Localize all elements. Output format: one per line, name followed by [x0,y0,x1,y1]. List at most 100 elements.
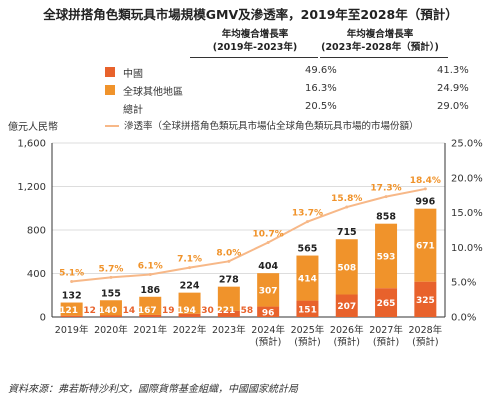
x-tick-label: 2028年 [409,324,443,336]
legend-rate-line [105,125,119,127]
legend-name-total: 總計 [123,105,143,116]
y2-tick-label: 10.0% [451,243,483,254]
bar-china [296,300,319,317]
legend-rest-of-world-cagr1: 16.3% [305,83,337,94]
rate-value-label: 18.4% [410,176,441,186]
x-tick-label: 2020年 [94,324,128,336]
bar-china [375,288,398,317]
total-value-label: 278 [219,275,239,286]
y2-tick-label: 15.0% [451,208,483,219]
china-value-label: 325 [416,296,435,306]
total-value-label: 224 [180,281,200,292]
total-value-label: 186 [140,285,160,296]
legend-rate-label: 滲透率（全球拼搭角色類玩具市場佔全球角色類玩具市場的市場份額） [124,121,419,132]
china-value-label: 96 [262,308,275,318]
legend-col1-header-line2: (2019年-2023年) [212,42,298,53]
total-value-label: 858 [376,212,396,223]
bar-rest-of-world [139,296,162,315]
bar-china [60,315,83,317]
rate-value-label: 7.1% [177,255,202,265]
rest-of-world-value-label: 221 [216,306,235,316]
legend-china-cagr2: 41.3% [437,65,469,76]
y-tick-label: 1,600 [17,139,46,150]
rate-point [227,259,231,263]
rest-of-world-value-label: 140 [99,306,118,316]
bar-rest-of-world [296,255,319,301]
x-tick-label: 2022年 [173,324,207,336]
china-value-label: 14 [123,306,136,316]
legend-col1-header-line1: 年均複合增長率 [221,29,289,40]
y2-tick-label: 25.0% [451,139,483,150]
y-axis-unit-label: 億元人民幣 [8,122,58,133]
bar-rest-of-world [257,273,280,307]
y2-tick-label: 5.0% [451,278,476,289]
china-value-label: 151 [298,305,317,315]
legend-col1-header: 年均複合增長率 (2019年-2023年) [190,28,320,54]
rate-point [188,266,192,270]
x-tick-label: (預計) [334,336,360,348]
x-tick-label: 2025年 [291,324,325,336]
rate-point [345,205,349,209]
rate-point [148,273,152,277]
total-value-label: 404 [258,261,278,272]
bar-rest-of-world [60,302,83,316]
legend-col2-header: 年均複合增長率 (2023年-2028年（預計）) [305,28,455,54]
legend-rest-of-world-cagr2: 24.9% [437,83,469,94]
bar-china [99,315,122,317]
bar-rest-of-world [178,292,201,314]
total-value-label: 155 [101,288,121,299]
legend-swatch-rest-of-world [105,85,115,95]
bar-china [257,306,280,317]
bar-china [178,313,201,317]
x-tick-label: 2021年 [133,324,167,336]
rate-point [70,280,74,284]
x-tick-label: 2019年 [55,324,89,336]
rate-point [384,195,388,199]
bar-china [414,281,437,317]
bar-china [335,294,358,317]
china-value-label: 265 [377,299,396,309]
rate-value-label: 10.7% [253,230,284,240]
rate-value-label: 5.1% [59,269,84,279]
y-tick-label: 400 [27,269,46,280]
rate-point [305,220,309,224]
rate-value-label: 5.7% [98,264,123,274]
rest-of-world-value-label: 121 [59,306,78,316]
total-value-label: 565 [298,244,318,255]
rate-value-label: 8.0% [216,248,241,258]
rest-of-world-value-label: 307 [259,286,278,296]
bar-rest-of-world [414,208,437,282]
rest-of-world-value-label: 194 [177,306,196,316]
bar-rest-of-world [375,223,398,289]
legend-swatch-china [105,67,115,77]
rate-point [266,241,270,245]
source-note: 資料來源：弗若斯特沙利文，國際貨幣基金組織，中國國家統計局 [8,384,298,395]
rest-of-world-value-label: 508 [337,263,356,273]
rest-of-world-value-label: 593 [377,252,396,262]
rate-point [109,275,113,279]
legend-col2-header-line1: 年均複合增長率 [346,29,414,40]
legend-col2-rule [320,57,448,58]
bar-china [217,310,240,317]
legend-total-cagr1: 20.5% [305,101,337,112]
y2-tick-label: 20.0% [451,173,483,184]
x-tick-label: (預計) [255,336,281,348]
rate-value-label: 6.1% [138,262,163,272]
bar-rest-of-world [335,239,358,295]
china-value-label: 12 [83,306,96,316]
bar-china [139,314,162,317]
china-value-label: 19 [162,306,175,316]
y-tick-label: 800 [27,226,46,237]
x-tick-label: (預計) [412,336,438,348]
legend-name-china: 中國 [123,69,143,80]
legend-col2-header-line2: (2023年-2028年（預計）) [321,42,439,53]
rest-of-world-value-label: 671 [416,242,435,252]
x-tick-label: (預計) [294,336,320,348]
total-value-label: 132 [62,291,82,302]
china-value-label: 58 [241,306,254,316]
rate-value-label: 15.8% [331,194,362,204]
y-tick-label: 1,200 [17,182,46,193]
legend-name-rest-of-world: 全球其他地區 [123,87,183,98]
rest-of-world-value-label: 167 [138,306,157,316]
